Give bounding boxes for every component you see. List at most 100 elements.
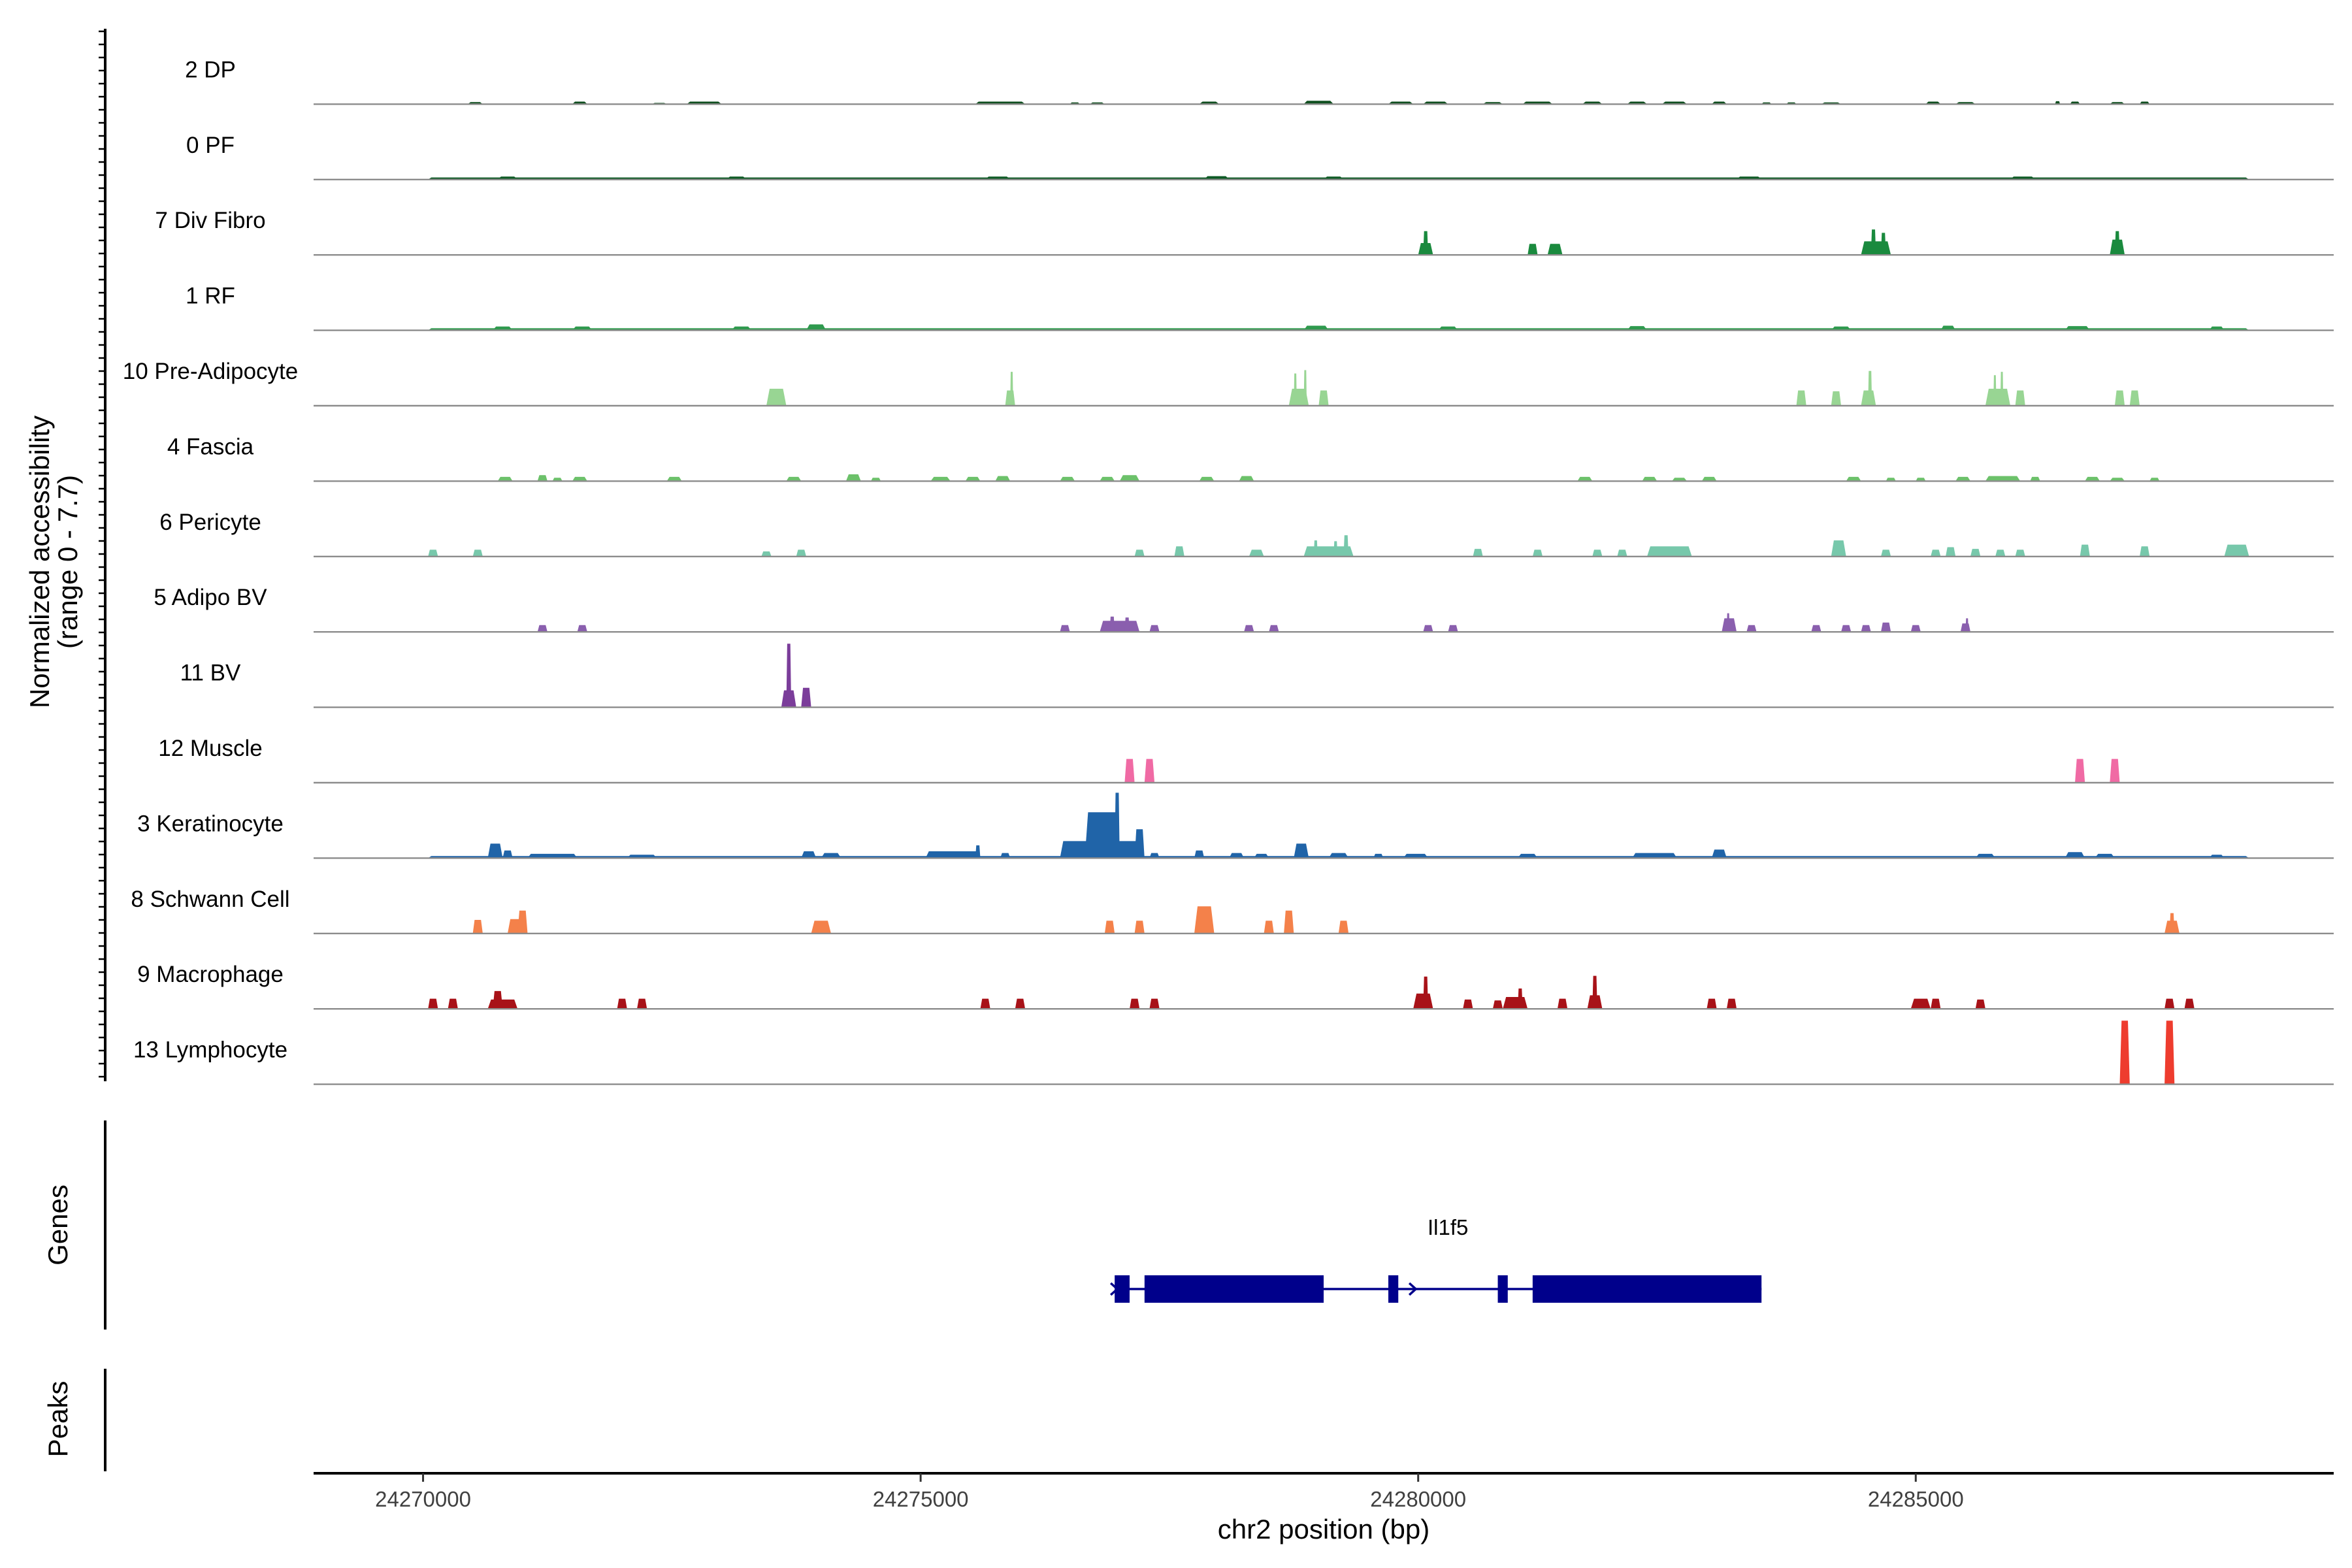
coverage-peak (2164, 1021, 2175, 1085)
coverage-peak (1060, 625, 1070, 632)
coverage-peak (821, 853, 841, 858)
coverage-peak (1333, 541, 1338, 557)
coverage-peak (1518, 853, 1538, 858)
coverage-peak (2140, 546, 2150, 557)
coverage-peak (975, 845, 981, 858)
coverage-peak (1100, 621, 1140, 632)
coverage-peak (1965, 618, 1968, 632)
coverage-peak (2000, 372, 2004, 406)
coverage-peak (1577, 476, 1593, 482)
x-tick-label: 24270000 (375, 1487, 471, 1511)
track-label: 9 Macrophage (137, 962, 284, 987)
coverage-peak (1134, 829, 1145, 858)
coverage-peak (502, 850, 513, 858)
coverage-peak (845, 474, 861, 482)
coverage-peak (527, 853, 578, 858)
coverage-peak (2114, 390, 2125, 406)
coverage-peak (2015, 390, 2025, 406)
gene-strand-arrow (1109, 1282, 1119, 1296)
coverage-peak (1373, 853, 1384, 858)
track-1-rf: 1 RF (186, 284, 2334, 331)
coverage-peak (1328, 853, 1349, 858)
coverage-peak (1995, 549, 2006, 557)
coverage-peak (1712, 849, 1727, 858)
coverage-y-axis-ticks (99, 30, 105, 1078)
coverage-peak (1970, 549, 1981, 557)
coverage-peak (2030, 476, 2040, 482)
coverage-peak (766, 389, 787, 406)
coverage-peak (930, 476, 951, 482)
coverage-peak (1100, 476, 1115, 482)
coverage-peak (2080, 544, 2090, 557)
track-label: 0 PF (186, 133, 235, 158)
coverage-peak (925, 851, 981, 858)
coverage-peak (1518, 988, 1523, 1009)
coverage-peak (1229, 853, 1245, 858)
coverage-peak (1831, 540, 1846, 557)
track-9-macrophage: 9 Macrophage (137, 962, 2334, 1010)
coverage-peak (1015, 998, 1026, 1009)
coverage-peak (1993, 375, 1997, 406)
coverage-peak (1881, 549, 1891, 557)
gene-label: Il1f5 (1428, 1215, 1468, 1239)
coverage-peak (1109, 616, 1115, 632)
gene-exon (1115, 1275, 1130, 1303)
coverage-peak (1592, 975, 1597, 1009)
coverage-peak (1249, 549, 1264, 557)
coverage-peak (2149, 478, 2160, 482)
track-12-muscle: 12 Muscle (158, 736, 2334, 784)
coverage-peak (493, 326, 513, 331)
coverage-peak (1149, 998, 1160, 1009)
coverage-peak (1403, 853, 1428, 858)
coverage-peak (1269, 625, 1279, 632)
coverage-peak (2065, 852, 2085, 858)
coverage-peak (1254, 853, 1269, 858)
coverage-peak (871, 478, 881, 482)
coverage-peak (1174, 546, 1184, 557)
coverage-peak (1423, 976, 1428, 1009)
coverage-peak (2209, 326, 2225, 331)
coverage-peak (1104, 921, 1115, 934)
coverage-peak (1115, 792, 1120, 858)
coverage-peak (2085, 476, 2100, 482)
coverage-peak (1264, 921, 1274, 934)
coverage-peak (552, 478, 563, 482)
coverage-peak (428, 549, 438, 557)
coverage-peak (1831, 326, 1852, 331)
coverage-tracks: 2 DP 0 PF 7 Div Fibro 1 RF 10 Pre-Adipocyte 4… (123, 57, 2334, 1085)
coverage-peak (1861, 625, 1871, 632)
track-3-keratinocyte: 3 Keratinocyte (137, 792, 2334, 859)
coverage-peak (1672, 478, 1687, 482)
coverage-peak (1841, 625, 1852, 632)
coverage-peak (1701, 476, 1717, 482)
coverage-peak (1726, 613, 1730, 632)
coverage-peak (1940, 325, 1956, 331)
coverage-peak (1532, 549, 1543, 557)
coverage-peak (761, 551, 772, 557)
coverage-peak (1338, 921, 1349, 934)
track-label: 8 Schwann Cell (131, 887, 289, 912)
coverage-peak (1811, 625, 1821, 632)
coverage-peak (1796, 390, 1806, 406)
coverage-peak (1130, 998, 1140, 1009)
coverage-peak (806, 324, 826, 331)
coverage-peak (1124, 759, 1135, 783)
coverage-peak (1313, 540, 1318, 557)
coverage-peak (1448, 625, 1458, 632)
coverage-peak (2015, 549, 2025, 557)
track-label: 5 Adipo BV (154, 585, 267, 610)
coverage-peak (1119, 475, 1140, 482)
coverage-peak (1910, 625, 1921, 632)
coverage-peak (1000, 853, 1011, 858)
coverage-peak (2114, 231, 2120, 255)
coverage-peak (448, 998, 458, 1009)
x-axis-title: chr2 position (bp) (1218, 1514, 1430, 1544)
track-label: 11 BV (180, 661, 241, 686)
coverage-peak (1881, 622, 1891, 632)
coverage-peak (1846, 476, 1861, 482)
coverage-peak (428, 998, 438, 1009)
coverage-peak (1627, 326, 1647, 331)
coverage-peak (1423, 625, 1433, 632)
coverage-peak (980, 998, 990, 1009)
